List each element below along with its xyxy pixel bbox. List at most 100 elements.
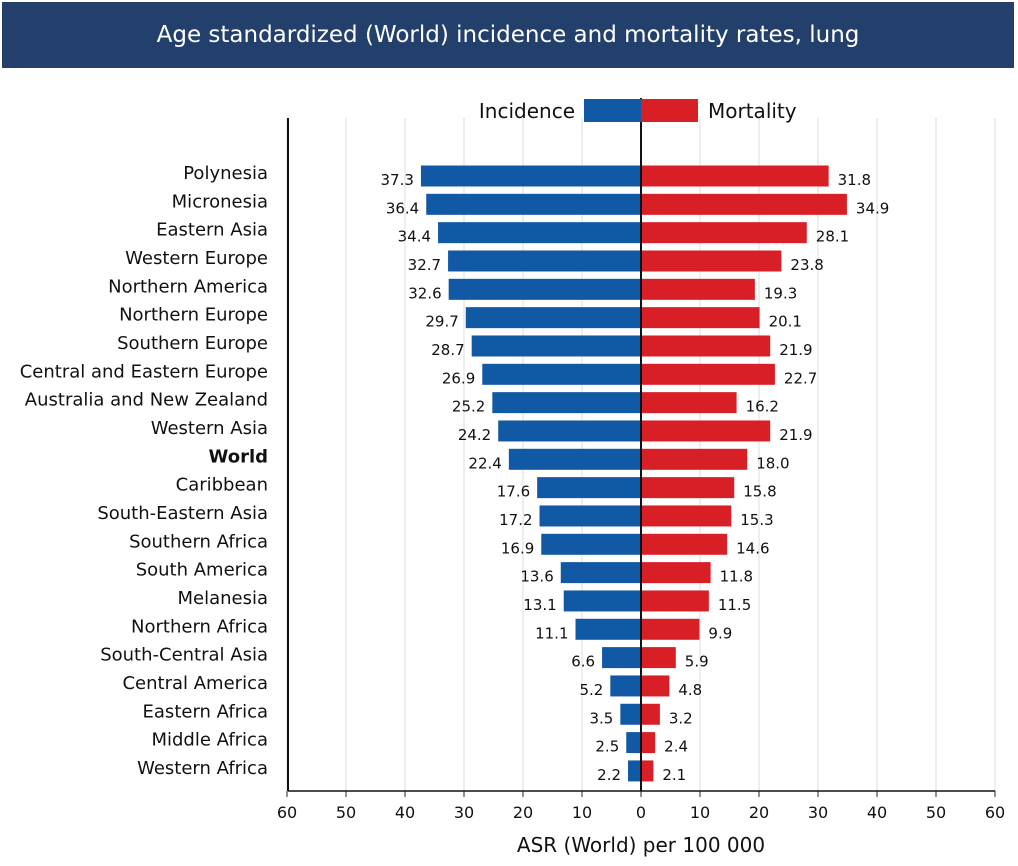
x-tick-label: 60: [277, 803, 297, 822]
incidence-value-label: 28.7: [431, 341, 464, 359]
mortality-bar: [641, 533, 728, 555]
x-tick-label: 20: [513, 803, 533, 822]
incidence-bar: [508, 448, 641, 470]
region-label: South-Eastern Asia: [97, 503, 268, 524]
mortality-bar: [641, 250, 782, 272]
region-label: Central and Eastern Europe: [20, 361, 268, 382]
mortality-value-label: 28.1: [816, 228, 849, 246]
mortality-bar: [641, 335, 771, 357]
incidence-bar: [492, 392, 641, 414]
region-label: Micronesia: [172, 191, 268, 212]
mortality-bar: [641, 363, 775, 385]
incidence-value-label: 32.7: [408, 256, 441, 274]
x-tick-label: 60: [985, 803, 1005, 822]
incidence-value-label: 6.6: [571, 653, 595, 671]
incidence-bar: [539, 505, 641, 527]
region-label: Eastern Asia: [156, 220, 268, 241]
x-tick-label: 40: [867, 803, 887, 822]
x-tick-label: 0: [636, 803, 646, 822]
incidence-bar: [448, 278, 641, 300]
x-tick-label: 20: [749, 803, 769, 822]
x-tick-label: 10: [572, 803, 592, 822]
region-label: Southern Europe: [117, 333, 268, 354]
region-label: Southern Africa: [129, 531, 268, 552]
incidence-value-label: 17.6: [497, 483, 530, 501]
mortality-bar: [641, 193, 847, 215]
incidence-value-label: 32.6: [408, 284, 441, 302]
x-tick-label: 40: [395, 803, 415, 822]
mortality-value-label: 2.4: [664, 738, 688, 756]
mortality-bar: [641, 618, 700, 640]
mortality-bar: [641, 505, 732, 527]
region-label: Central America: [122, 673, 268, 694]
mortality-value-label: 22.7: [784, 369, 817, 387]
region-label: Middle Africa: [151, 730, 268, 751]
region-label: World: [208, 446, 268, 467]
mortality-value-label: 11.8: [720, 568, 753, 586]
region-label: Eastern Africa: [143, 701, 268, 722]
region-label: South-Central Asia: [100, 645, 268, 666]
region-label: Polynesia: [183, 163, 268, 184]
incidence-value-label: 13.1: [523, 596, 556, 614]
incidence-value-label: 24.2: [458, 426, 491, 444]
incidence-bar: [438, 222, 641, 244]
mortality-value-label: 4.8: [678, 681, 702, 699]
chart-title: Age standardized (World) incidence and m…: [2, 2, 1014, 68]
legend: Incidence Mortality: [479, 99, 797, 123]
mortality-value-label: 14.6: [736, 539, 769, 557]
legend-incidence-label: Incidence: [479, 99, 575, 123]
mortality-bar: [641, 222, 807, 244]
incidence-bar: [482, 363, 641, 385]
mortality-value-label: 3.2: [669, 709, 693, 727]
incidence-value-label: 17.2: [499, 511, 532, 529]
incidence-bar: [465, 307, 641, 329]
region-label: Northern Europe: [119, 305, 268, 326]
mortality-bar: [641, 477, 735, 499]
x-axis-title: ASR (World) per 100 000: [517, 833, 765, 857]
region-label: Melanesia: [177, 588, 268, 609]
incidence-value-label: 16.9: [501, 539, 534, 557]
legend-mortality-swatch: [641, 99, 698, 122]
region-label: Western Europe: [125, 248, 268, 269]
region-label: Australia and New Zealand: [25, 390, 268, 411]
region-label: Western Africa: [137, 758, 268, 779]
mortality-bar: [641, 703, 660, 725]
incidence-bar: [563, 590, 641, 612]
legend-mortality-label: Mortality: [708, 99, 797, 123]
region-label: Western Asia: [151, 418, 268, 439]
incidence-value-label: 37.3: [381, 171, 414, 189]
mortality-bar: [641, 647, 676, 669]
mortality-bar: [641, 307, 760, 329]
mortality-value-label: 18.0: [756, 454, 789, 472]
mortality-bar: [641, 675, 670, 697]
mortality-bar: [641, 732, 656, 754]
axes: 60 50 40 30 20 10 0 10 20 30 40 50 60 ASR (World) per…: [277, 98, 1005, 857]
mortality-bar: [641, 278, 755, 300]
x-tick-label: 30: [808, 803, 828, 822]
incidence-value-label: 22.4: [468, 454, 501, 472]
incidence-bar: [498, 420, 641, 442]
incidence-bar: [537, 477, 641, 499]
incidence-value-label: 11.1: [535, 624, 568, 642]
mortality-bar: [641, 590, 709, 612]
mortality-value-label: 23.8: [790, 256, 823, 274]
incidence-value-label: 5.2: [579, 681, 603, 699]
incidence-value-label: 2.2: [597, 766, 621, 784]
x-tick-label: 10: [690, 803, 710, 822]
x-tick-label: 50: [926, 803, 946, 822]
region-label: Northern Africa: [131, 616, 268, 637]
x-tick-label: 30: [454, 803, 474, 822]
incidence-value-label: 26.9: [442, 369, 475, 387]
incidence-bar: [575, 618, 641, 640]
incidence-bar: [610, 675, 641, 697]
region-label: Caribbean: [176, 475, 268, 496]
mortality-bar: [641, 165, 829, 187]
mortality-value-label: 15.8: [743, 483, 776, 501]
incidence-bar: [448, 250, 641, 272]
region-label: South America: [136, 560, 268, 581]
incidence-value-label: 3.5: [589, 709, 613, 727]
incidence-value-label: 13.6: [520, 568, 553, 586]
incidence-bar: [628, 760, 641, 782]
mortality-bar: [641, 448, 748, 470]
